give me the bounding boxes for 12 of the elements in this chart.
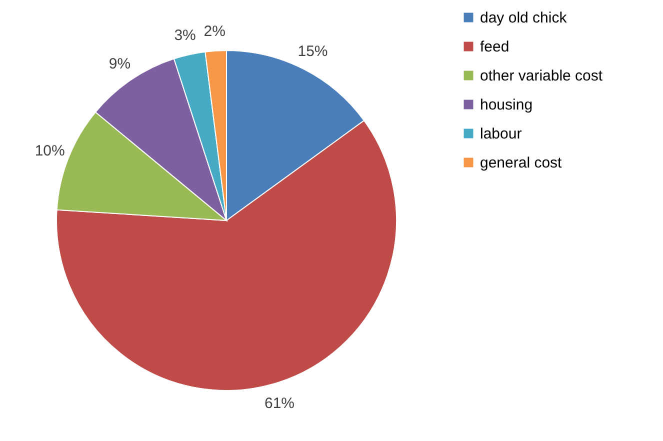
legend-label: general cost [480, 154, 563, 172]
legend-label: other variable cost [480, 68, 604, 84]
legend-label: feed [480, 38, 510, 56]
data-label: 10% [34, 142, 65, 160]
data-label: 9% [108, 55, 131, 72]
legend-label: housing [480, 96, 533, 114]
data-label: 15% [298, 43, 328, 60]
legend-label: day old chick [480, 10, 568, 26]
data-label: 3% [174, 27, 196, 44]
legend-label: labour [480, 126, 522, 142]
data-label: 2% [204, 22, 226, 40]
data-label: 61% [264, 394, 295, 412]
